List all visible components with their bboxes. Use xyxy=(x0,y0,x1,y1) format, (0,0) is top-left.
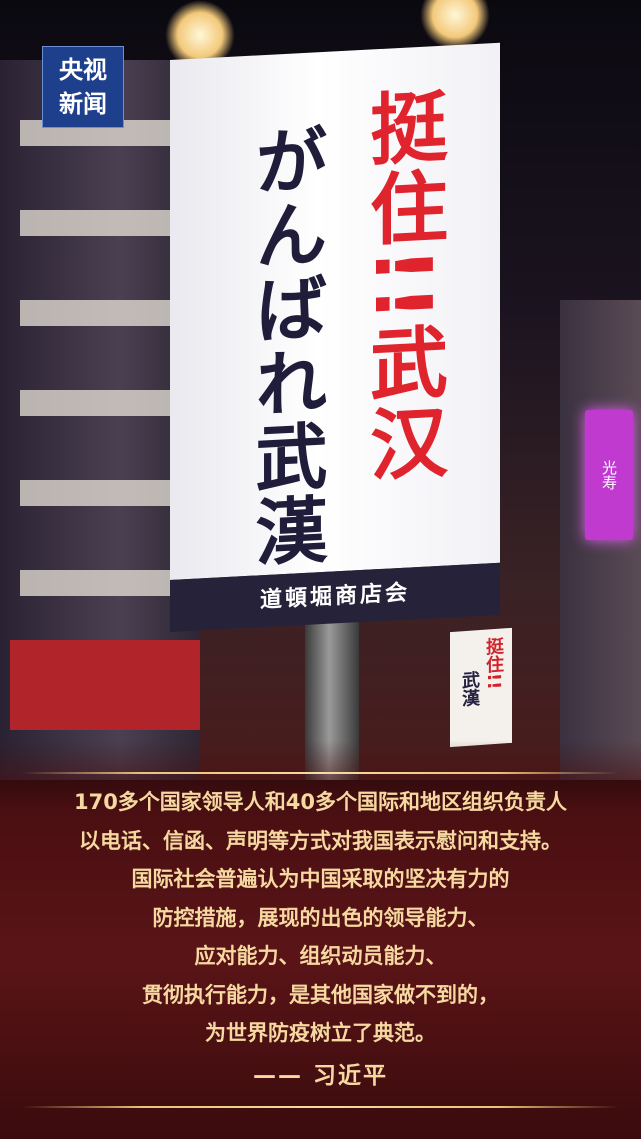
quote-line: 国际社会普遍认为中国采取的坚决有力的 xyxy=(131,867,510,891)
neon-sign: 光寿 xyxy=(585,410,633,540)
bottom-gold-divider xyxy=(22,1106,619,1108)
banner-red-text: 挺住!!武汉 xyxy=(357,85,447,486)
quote-line: 以电话、信函、声明等方式对我国表示慰问和支持。 xyxy=(79,828,562,853)
street-lamp xyxy=(420,0,490,50)
caption-panel xyxy=(0,740,641,1139)
small-banner-red-text: 挺住!! xyxy=(483,636,504,691)
red-shop-sign xyxy=(10,640,200,730)
logo-line-1: 央视 xyxy=(59,56,107,84)
quote-line: 应对能力、组织动员能力、 xyxy=(194,944,447,968)
window-strip xyxy=(20,390,170,416)
banner: 挺住!!武汉 がんばれ武漢 道頓堀商店会 xyxy=(170,42,500,632)
street-photo: 光寿 挺住!!武汉 がんばれ武漢 道頓堀商店会 挺住!! 武漢 央视 新闻 xyxy=(0,0,641,780)
window-strip xyxy=(20,480,170,506)
small-banner: 挺住!! 武漢 xyxy=(450,627,512,748)
quote-author: —— 习近平 xyxy=(252,1063,388,1089)
small-banner-dark-text: 武漢 xyxy=(459,670,480,708)
quote-line: 为世界防疫树立了典范。 xyxy=(205,1021,436,1045)
cctv-news-logo: 央视 新闻 xyxy=(42,46,124,128)
logo-line-2: 新闻 xyxy=(59,90,107,118)
banner-japanese-text: がんばれ武漢 xyxy=(243,121,327,571)
window-strip xyxy=(20,570,170,596)
window-strip xyxy=(20,300,170,326)
window-strip xyxy=(20,210,170,236)
quote-line: 防控措施，展现的出色的领导能力、 xyxy=(152,905,489,930)
quote-line: 贯彻执行能力，是其他国家做不到的， xyxy=(142,982,499,1007)
quote-line: 170多个国家领导人和40多个国际和地区组织负责人 xyxy=(73,790,568,814)
top-gold-divider xyxy=(22,772,619,774)
quote-text: 170多个国家领导人和40多个国际和地区组织负责人 以电话、信函、声明等方式对我… xyxy=(20,783,621,1053)
banner-body: 挺住!!武汉 がんばれ武漢 xyxy=(170,42,500,580)
right-building xyxy=(560,300,641,780)
